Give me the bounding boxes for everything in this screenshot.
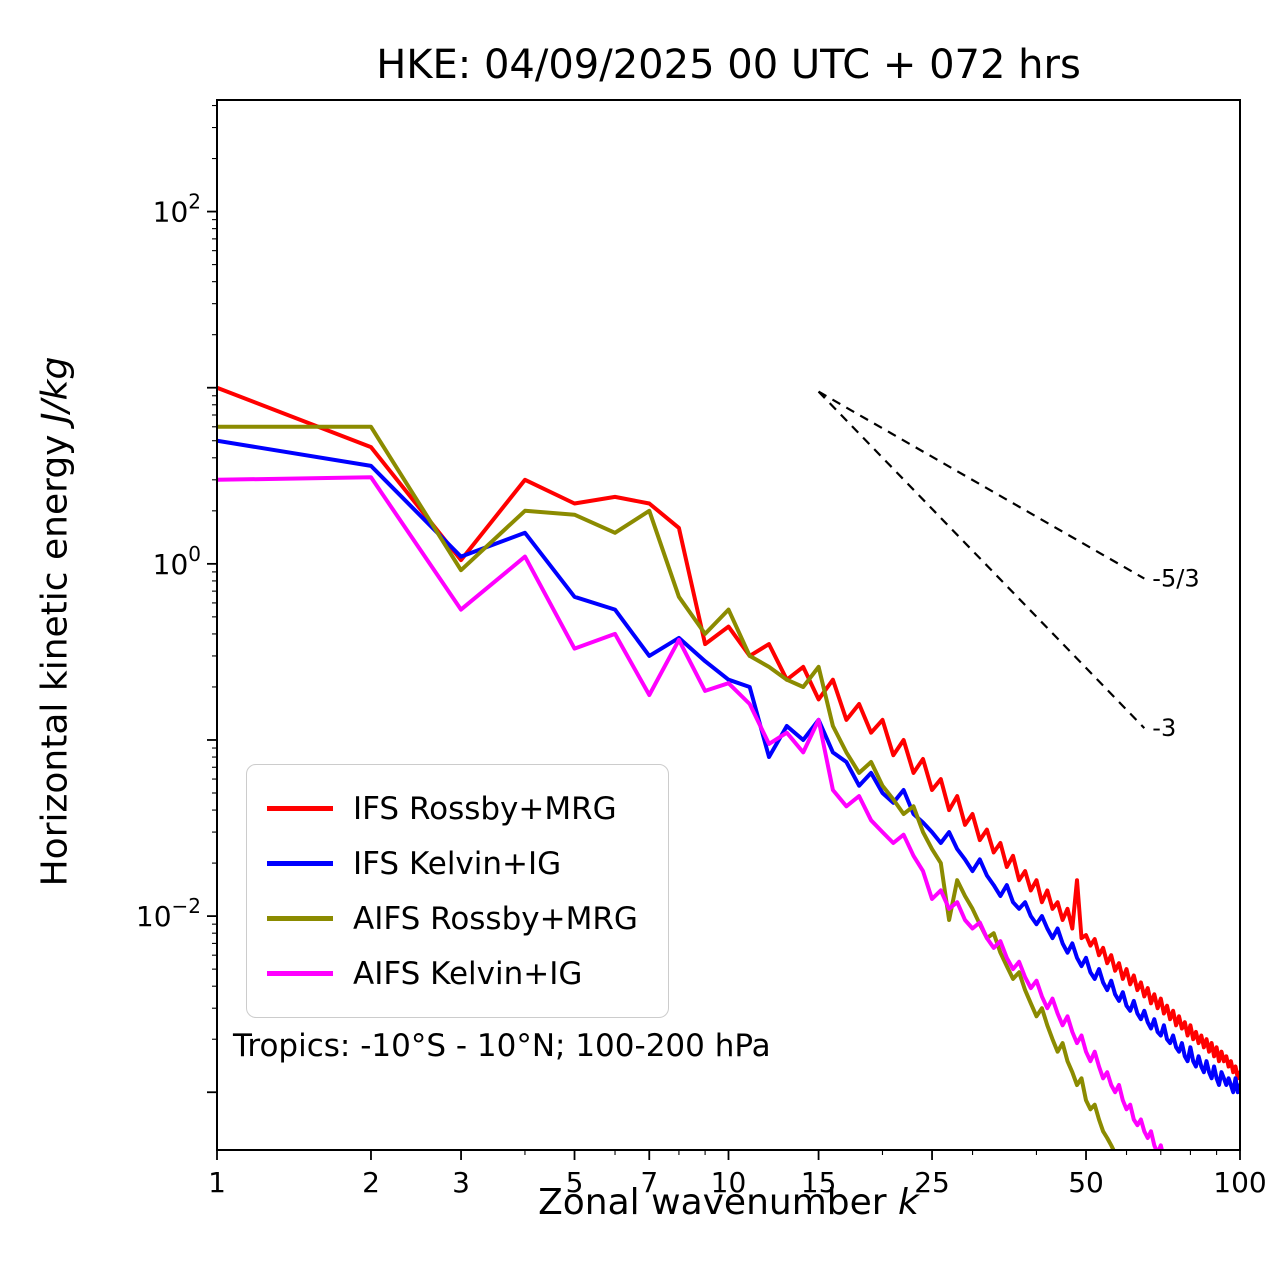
- x-tick-label: 15: [801, 1166, 837, 1199]
- reference-line: [818, 390, 1145, 580]
- annotation: Tropics: -10°S - 10°N; 100-200 hPa: [233, 1028, 771, 1064]
- x-tick-label: 2: [362, 1166, 380, 1199]
- legend-swatch: [267, 916, 333, 921]
- x-tick-label: 10: [711, 1166, 747, 1199]
- x-axis-label-symbol: k: [898, 1182, 919, 1223]
- x-tick-label: 7: [640, 1166, 658, 1199]
- x-tick-label: 3: [452, 1166, 470, 1199]
- legend-label: IFS Kelvin+IG: [353, 845, 562, 882]
- x-tick-label: 50: [1068, 1166, 1104, 1199]
- reference-line-label: -5/3: [1152, 565, 1199, 593]
- legend-swatch: [267, 806, 333, 811]
- legend: IFS Rossby+MRG IFS Kelvin+IG AIFS Rossby+M…: [246, 764, 669, 1018]
- y-axis-label-text: Horizontal kinetic energy: [34, 423, 76, 887]
- y-tick-label: 100: [153, 542, 201, 581]
- x-axis-label-text: Zonal wavenumber: [538, 1182, 899, 1223]
- legend-item-3: AIFS Kelvin+IG: [267, 946, 638, 1001]
- y-tick-label: 10−2: [136, 894, 201, 933]
- reference-lines: -5/3 -3: [817, 390, 1200, 742]
- legend-item-0: IFS Rossby+MRG: [267, 781, 638, 836]
- series-line-ifs-rossby-mrg: [217, 385, 1240, 1081]
- series-group: [217, 385, 1240, 1150]
- x-axis: 1 2 3 5 7 10 15 25 50 100: [208, 1150, 1267, 1199]
- x-tick-label: 25: [914, 1166, 950, 1199]
- series-line-aifs-kelvin-ig: [217, 475, 1164, 1150]
- x-tick-label: 100: [1213, 1166, 1266, 1199]
- x-axis-label: Zonal wavenumber k: [217, 1182, 1240, 1223]
- reference-line-label: -3: [1152, 714, 1176, 742]
- plot-frame: [216, 99, 1241, 1151]
- x-tick-label: 5: [566, 1166, 584, 1199]
- legend-swatch: [267, 971, 333, 976]
- legend-swatch: [267, 861, 333, 866]
- y-axis-label-units: J/kg: [34, 356, 76, 424]
- reference-line: [817, 390, 1146, 729]
- y-axis: 102 100 10−2: [136, 104, 217, 1094]
- y-axis-label: Horizontal kinetic energy J/kg: [35, 72, 76, 1172]
- legend-label: IFS Rossby+MRG: [353, 790, 617, 827]
- series-line-ifs-kelvin-ig: [217, 438, 1240, 1095]
- y-tick-label: 102: [153, 190, 201, 229]
- legend-label: AIFS Kelvin+IG: [353, 955, 583, 992]
- legend-item-2: AIFS Rossby+MRG: [267, 891, 638, 946]
- legend-item-1: IFS Kelvin+IG: [267, 836, 638, 891]
- x-tick-label: 1: [208, 1166, 226, 1199]
- chart-title: HKE: 04/09/2025 00 UTC + 072 hrs: [376, 42, 1081, 88]
- legend-label: AIFS Rossby+MRG: [353, 900, 638, 937]
